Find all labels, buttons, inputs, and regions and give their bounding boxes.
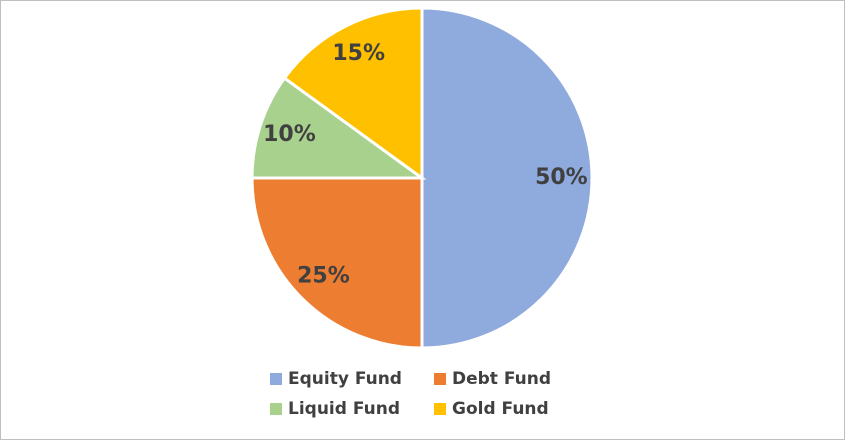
value-label: 15% (332, 41, 385, 66)
value-label: 50% (535, 165, 588, 190)
legend-label: Gold Fund (452, 399, 549, 419)
legend-swatch (434, 373, 446, 385)
legend-label: Liquid Fund (288, 399, 400, 419)
legend-label: Debt Fund (452, 369, 551, 389)
pie-slice (420, 6, 594, 350)
legend-swatch (434, 403, 446, 415)
pie-slice (282, 6, 424, 181)
legend-label: Equity Fund (288, 369, 402, 389)
pie-slice (250, 176, 424, 350)
pie-slice (250, 75, 427, 180)
value-label: 25% (297, 264, 350, 289)
legend-swatch (270, 403, 282, 415)
value-label: 10% (263, 122, 316, 147)
legend-swatch (270, 373, 282, 385)
